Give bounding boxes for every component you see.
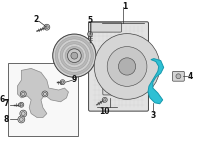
Circle shape bbox=[53, 34, 96, 77]
Circle shape bbox=[176, 74, 181, 79]
FancyBboxPatch shape bbox=[89, 22, 148, 111]
Circle shape bbox=[21, 112, 25, 116]
Circle shape bbox=[20, 103, 23, 106]
Circle shape bbox=[19, 102, 24, 107]
Circle shape bbox=[65, 46, 84, 65]
Text: 9: 9 bbox=[72, 75, 77, 84]
Circle shape bbox=[67, 49, 81, 62]
Text: 10: 10 bbox=[100, 107, 110, 116]
Circle shape bbox=[60, 41, 89, 70]
Circle shape bbox=[63, 44, 86, 67]
PathPatch shape bbox=[148, 59, 164, 104]
Bar bbox=[8, 62, 78, 136]
Circle shape bbox=[88, 32, 93, 36]
Circle shape bbox=[22, 92, 25, 96]
Circle shape bbox=[89, 33, 91, 35]
Circle shape bbox=[102, 97, 107, 102]
Text: 1: 1 bbox=[122, 2, 127, 11]
Text: 2: 2 bbox=[33, 15, 39, 24]
Circle shape bbox=[104, 99, 106, 101]
Circle shape bbox=[118, 58, 136, 75]
FancyBboxPatch shape bbox=[173, 71, 184, 81]
FancyBboxPatch shape bbox=[91, 22, 121, 32]
Text: 5: 5 bbox=[87, 16, 93, 25]
Circle shape bbox=[43, 92, 47, 96]
Circle shape bbox=[20, 110, 27, 117]
Circle shape bbox=[18, 116, 25, 123]
Circle shape bbox=[107, 47, 147, 86]
Circle shape bbox=[70, 51, 79, 60]
Text: 3: 3 bbox=[150, 111, 156, 120]
Circle shape bbox=[20, 91, 26, 97]
Text: 7: 7 bbox=[4, 99, 9, 108]
Circle shape bbox=[19, 118, 23, 121]
Circle shape bbox=[61, 81, 64, 83]
Circle shape bbox=[58, 39, 91, 72]
Circle shape bbox=[67, 49, 81, 62]
Circle shape bbox=[60, 80, 65, 85]
Circle shape bbox=[71, 52, 78, 59]
Circle shape bbox=[94, 34, 160, 99]
Text: 6: 6 bbox=[0, 95, 4, 104]
Circle shape bbox=[42, 91, 48, 97]
Circle shape bbox=[44, 24, 50, 30]
Polygon shape bbox=[17, 68, 68, 117]
FancyBboxPatch shape bbox=[103, 85, 117, 95]
Text: 4: 4 bbox=[188, 72, 193, 81]
Circle shape bbox=[55, 36, 93, 75]
Circle shape bbox=[45, 26, 48, 29]
Text: 8: 8 bbox=[4, 115, 9, 124]
